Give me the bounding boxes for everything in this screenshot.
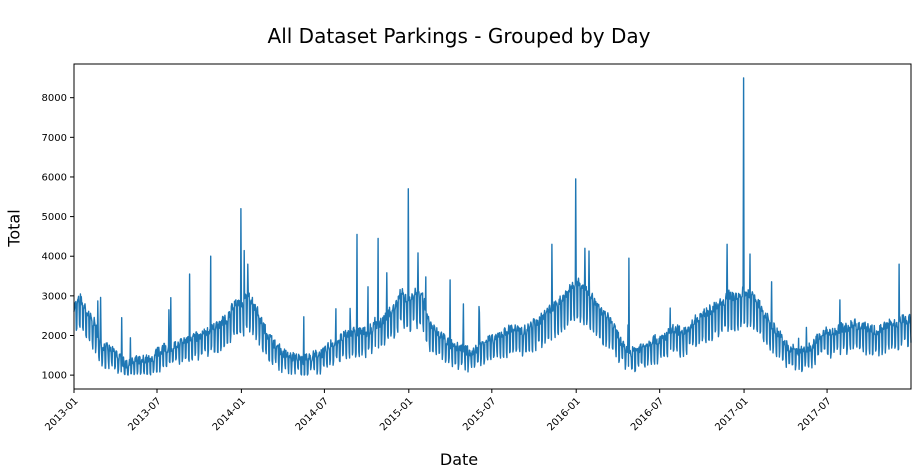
x-tick-label: 2015-01 [378,396,415,433]
y-tick-label: 1000 [42,371,67,382]
chart-title: All Dataset Parkings - Grouped by Day [267,24,651,48]
axes: 1000 2000 3000 4000 5000 6000 7000 8000 2013-01 2… [42,63,912,433]
x-axis-label: Date [439,450,479,469]
y-tick-label: 7000 [42,133,67,144]
x-tick-label: 2014-01 [211,396,248,433]
x-tick-label: 2015-07 [461,396,498,433]
series-line [73,77,912,376]
y-tick-label: 2000 [42,331,67,342]
x-tick-label: 2013-01 [43,396,80,433]
plot-area [73,77,912,376]
x-tick-label: 2013-07 [126,396,163,433]
y-tick-label: 3000 [42,291,67,302]
x-tick-label: 2014-07 [294,396,331,433]
x-tick-label: 2016-01 [546,396,583,433]
x-tick-label: 2017-01 [713,396,750,433]
x-tick-label: 2016-07 [629,396,666,433]
y-tick-label: 6000 [42,172,67,183]
x-tick-label: 2017-07 [796,396,833,433]
y-tick-label: 4000 [42,252,67,263]
y-tick-label: 5000 [42,212,67,223]
y-tick-label: 8000 [42,93,67,104]
plot-frame [73,63,912,390]
y-axis-label: Total [4,209,24,247]
